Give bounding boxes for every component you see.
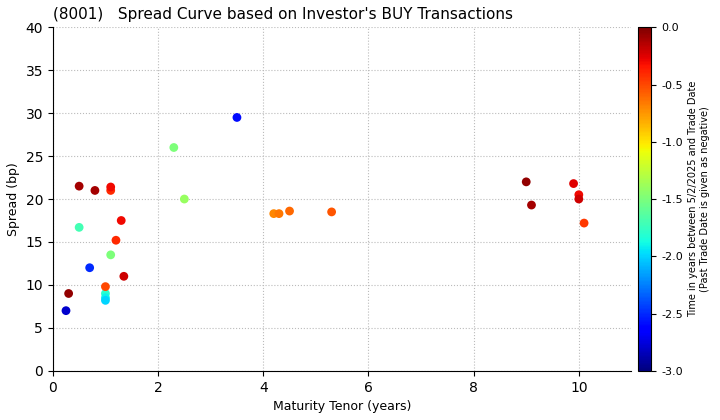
Point (284, 208, 295, 215)
Point (326, 209, 338, 215)
Point (573, 192, 585, 198)
Point (578, 220, 590, 226)
X-axis label: Maturity Tenor (years): Maturity Tenor (years) (273, 400, 411, 413)
Point (99, 290, 111, 297)
Point (231, 114, 243, 121)
Point (99, 297, 111, 304)
Point (568, 180, 580, 187)
Text: (8001)   Spread Curve based on Investor's BUY Transactions: (8001) Spread Curve based on Investor's … (53, 7, 513, 22)
Point (63, 290, 74, 297)
Point (105, 184, 117, 190)
Point (73, 183, 85, 189)
Point (99, 283, 111, 290)
Point (168, 144, 179, 151)
Point (84, 264, 96, 271)
Point (274, 210, 285, 217)
Point (526, 202, 537, 208)
Point (268, 210, 279, 217)
Point (118, 273, 130, 280)
Y-axis label: Time in years between 5/2/2025 and Trade Date
(Past Trade Date is given as negat: Time in years between 5/2/2025 and Trade… (688, 81, 710, 317)
Point (105, 187, 117, 194)
Point (99, 294, 111, 301)
Point (115, 217, 127, 224)
Point (60, 307, 72, 314)
Point (179, 196, 190, 202)
Point (105, 252, 117, 258)
Point (89, 187, 101, 194)
Y-axis label: Spread (bp): Spread (bp) (7, 162, 20, 236)
Point (73, 224, 85, 231)
Point (573, 196, 585, 202)
Point (521, 178, 532, 185)
Point (110, 237, 122, 244)
